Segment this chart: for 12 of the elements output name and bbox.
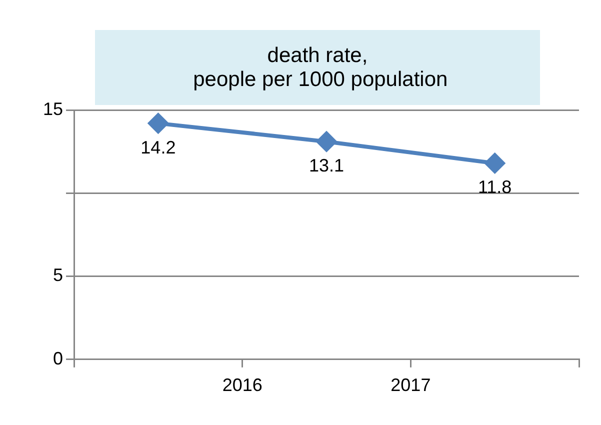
point xyxy=(316,132,337,152)
point xyxy=(484,153,505,174)
y-tick-label: 15 xyxy=(42,98,64,119)
x-tick-label: 2017 xyxy=(390,375,431,396)
y-tick-label: 5 xyxy=(53,265,64,286)
data-label: 14.2 xyxy=(140,137,176,158)
x-tick-label: 2016 xyxy=(222,375,262,396)
y-tick-label: 0 xyxy=(53,348,64,368)
chart-title: death rate, people per 1000 population xyxy=(95,30,540,105)
data-label: 13.1 xyxy=(308,156,344,176)
point xyxy=(148,113,168,134)
data-label: 11.8 xyxy=(478,177,512,198)
